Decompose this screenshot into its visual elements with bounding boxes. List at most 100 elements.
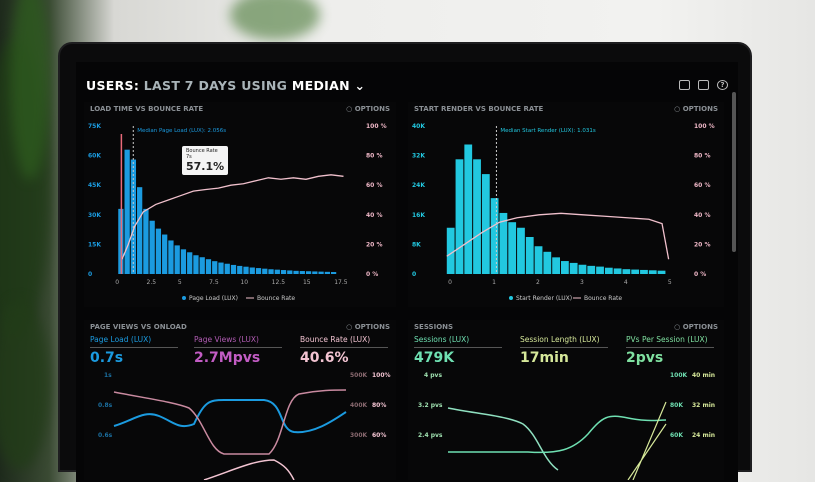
- scrollbar[interactable]: [732, 92, 736, 252]
- panel-title: SESSIONS: [414, 323, 454, 331]
- y2-tick: 20 %: [366, 241, 382, 248]
- kpi-label: Session Length (LUX): [520, 335, 608, 348]
- load-time-chart: 75K 60K 45K 30K 15K 0 100 % 80 % 60 % 40 % 20 % 0 %…: [88, 123, 387, 302]
- bar: [124, 149, 130, 274]
- y-tick: 0: [412, 271, 416, 278]
- bar: [622, 269, 631, 274]
- legend-label: Bounce Rate: [584, 295, 622, 302]
- bar: [525, 237, 534, 274]
- dashboard-screen: USERS: LAST 7 DAYS USING MEDIAN ⌄ ? LOAD…: [76, 62, 738, 482]
- bar: [640, 269, 648, 274]
- y3-tick: 80%: [372, 402, 387, 409]
- y2-tick: 80K: [670, 402, 683, 409]
- bar: [561, 261, 569, 274]
- share-icon[interactable]: [698, 80, 709, 90]
- x-tick: 0: [115, 279, 119, 286]
- bar: [613, 268, 622, 274]
- bar: [473, 159, 481, 274]
- title-stat: MEDIAN: [291, 78, 350, 93]
- bar: [299, 271, 305, 274]
- bar: [293, 270, 299, 274]
- monitor-icon[interactable]: [679, 80, 690, 90]
- y2-tick: 0 %: [366, 271, 378, 278]
- title-prefix: USERS:: [86, 78, 140, 93]
- chevron-down-icon[interactable]: ⌄: [354, 78, 366, 93]
- page-title[interactable]: USERS: LAST 7 DAYS USING MEDIAN ⌄: [86, 78, 365, 93]
- y2-tick: 80 %: [366, 153, 382, 160]
- bar: [205, 259, 212, 274]
- bar: [174, 245, 180, 274]
- options-button[interactable]: ○ OPTIONS: [346, 323, 390, 331]
- y2-tick: 20 %: [694, 241, 710, 248]
- kpi-label: Bounce Rate (LUX): [300, 335, 388, 348]
- kpi-value: 0.7s: [90, 350, 124, 366]
- title-using: USING: [241, 78, 288, 93]
- bar: [262, 268, 268, 274]
- y-tick: 24K: [412, 182, 425, 189]
- options-label: OPTIONS: [682, 105, 718, 113]
- bar: [508, 222, 517, 274]
- y2-tick: 100K: [670, 372, 688, 379]
- page-views-chart: [113, 389, 347, 480]
- x-tick: 5: [668, 279, 672, 286]
- y2-tick: 80 %: [694, 153, 710, 160]
- bar: [464, 144, 473, 274]
- bar: [224, 263, 230, 274]
- options-button[interactable]: ○ OPTIONS: [346, 105, 390, 113]
- y-tick: 4 pvs: [424, 372, 443, 379]
- bar: [587, 265, 596, 274]
- y-tick: 40K: [412, 123, 425, 130]
- bar: [255, 268, 262, 274]
- bar: [268, 269, 274, 274]
- bar: [455, 159, 464, 274]
- options-button[interactable]: ○ OPTIONS: [674, 323, 718, 331]
- bar: [631, 269, 640, 274]
- bar: [274, 269, 280, 274]
- y-tick: 1s: [104, 372, 112, 379]
- bar: [569, 262, 578, 274]
- bar: [230, 264, 237, 274]
- tooltip-label: Bounce Rate: [186, 148, 218, 154]
- y-tick: 8K: [412, 241, 421, 248]
- y-tick: 16K: [412, 212, 425, 219]
- page-views-line: [203, 459, 295, 480]
- sessions-chart: [447, 401, 667, 480]
- page-views-panel: PAGE VIEWS VS ONLOAD ○ OPTIONS Page Load…: [84, 320, 396, 480]
- load-time-panel: LOAD TIME VS BOUNCE RATE ○ OPTIONS 75K 60…: [84, 102, 396, 307]
- x-tick: 2.5: [147, 279, 157, 286]
- bar: [187, 252, 193, 274]
- y2-tick: 60K: [670, 432, 683, 439]
- bar: [596, 266, 604, 274]
- bar: [604, 267, 613, 274]
- start-render-chart: 40K 32K 24K 16K 8K 0 100 % 80 % 60 % 40 % 20 % 0 % 0…: [412, 123, 715, 302]
- y3-tick: 24 min: [692, 432, 716, 439]
- bar: [155, 228, 162, 274]
- bar: [648, 270, 657, 274]
- panel-title: PAGE VIEWS VS ONLOAD: [90, 323, 187, 331]
- y2-tick: 100 %: [366, 123, 387, 130]
- help-icon[interactable]: ?: [717, 80, 728, 90]
- bar: [578, 264, 587, 274]
- options-button[interactable]: ○ OPTIONS: [674, 105, 718, 113]
- bar: [318, 271, 324, 274]
- bar: [330, 272, 337, 274]
- x-tick: 0: [448, 279, 452, 286]
- x-tick: 3: [580, 279, 584, 286]
- bar: [657, 270, 666, 274]
- y-tick: 0: [88, 271, 92, 278]
- kpi-label: Sessions (LUX): [414, 335, 502, 348]
- kpi-value: 2.7Mpvs: [194, 350, 261, 366]
- panel-title: START RENDER VS BOUNCE RATE: [414, 105, 544, 113]
- y2-tick: 400K: [350, 402, 368, 409]
- bar: [499, 212, 508, 274]
- bar: [552, 257, 560, 274]
- x-tick: 10: [240, 279, 248, 286]
- bar: [534, 246, 543, 274]
- kpi-value: 479K: [414, 350, 455, 366]
- bar: [543, 251, 552, 274]
- panel-title: LOAD TIME VS BOUNCE RATE: [90, 105, 204, 113]
- sessions-line: [448, 415, 667, 454]
- y-tick: 32K: [412, 153, 425, 160]
- bar: [280, 270, 287, 274]
- x-tick: 1: [492, 279, 496, 286]
